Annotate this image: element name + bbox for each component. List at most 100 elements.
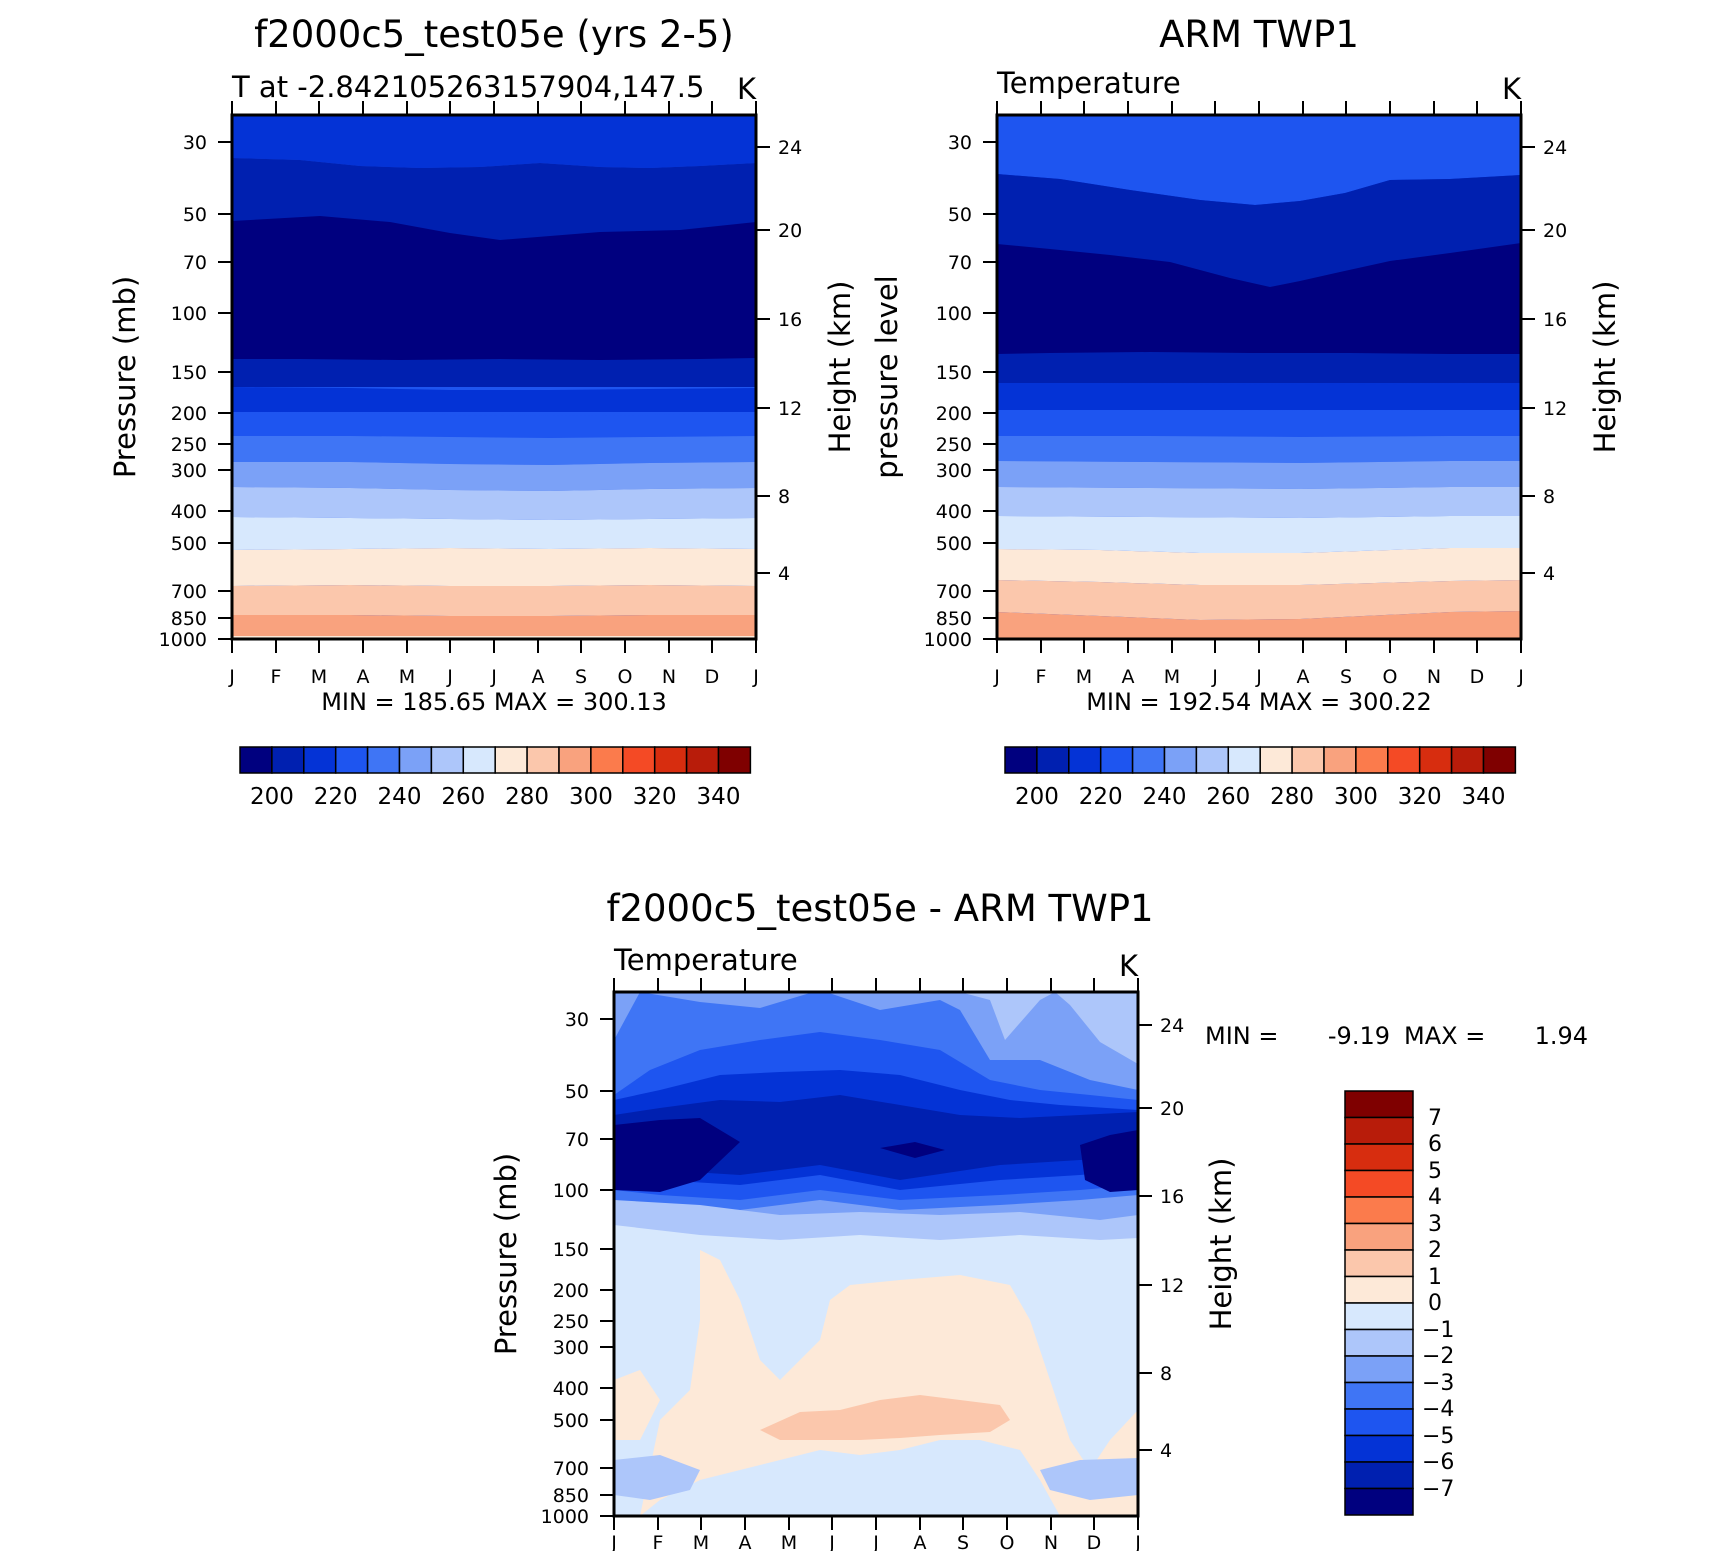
colorbar-label: 2 bbox=[1428, 1238, 1442, 1263]
contour-band--1-low-b bbox=[1040, 1458, 1138, 1500]
pressure-tick: 700 bbox=[936, 581, 997, 603]
x-axis-months: J F M A M J J A S O N D J bbox=[993, 101, 1524, 688]
svg-text:100: 100 bbox=[553, 1180, 589, 1202]
svg-text:16: 16 bbox=[1160, 1186, 1184, 1208]
svg-text:M: M bbox=[399, 666, 415, 688]
pressure-tick: 30 bbox=[565, 1009, 614, 1031]
svg-text:8: 8 bbox=[778, 486, 790, 508]
contour-band--2-top bbox=[614, 992, 1138, 1064]
colorbar-label: −4 bbox=[1422, 1397, 1454, 1422]
colorbar-label: 240 bbox=[378, 784, 422, 810]
month-tick: M bbox=[781, 978, 797, 1551]
svg-text:1000: 1000 bbox=[924, 629, 972, 651]
colorbar-swatch bbox=[1482, 746, 1517, 774]
colorbar-swatch bbox=[1344, 1408, 1414, 1437]
y-axis-height: 24 20 16 12 8 4 bbox=[1138, 1015, 1184, 1462]
y-axis-label: pressure level bbox=[870, 275, 904, 478]
pressure-tick: 50 bbox=[565, 1081, 614, 1103]
svg-text:8: 8 bbox=[1543, 486, 1555, 508]
colorbar: 200 220 240 260 280 300 320 340 bbox=[1004, 746, 1517, 810]
colorbar-swatch bbox=[1344, 1355, 1414, 1384]
colorbar-swatch bbox=[1163, 746, 1198, 774]
contour-band-260 bbox=[232, 517, 756, 550]
svg-text:8: 8 bbox=[1160, 1363, 1172, 1385]
height-tick: 8 bbox=[1138, 1363, 1172, 1385]
colorbar-swatch bbox=[1344, 1196, 1414, 1225]
svg-text:300: 300 bbox=[553, 1337, 589, 1359]
height-tick: 24 bbox=[756, 137, 802, 159]
colorbar-swatch bbox=[1068, 746, 1102, 774]
svg-text:J: J bbox=[1517, 666, 1524, 688]
svg-text:20: 20 bbox=[1543, 220, 1567, 242]
svg-text:700: 700 bbox=[171, 581, 207, 603]
contour-band-240 bbox=[232, 462, 756, 491]
month-tick: M bbox=[399, 101, 415, 688]
month-tick: A bbox=[532, 101, 545, 688]
colorbar-swatch bbox=[303, 746, 337, 774]
colorbar-label: −3 bbox=[1422, 1371, 1454, 1396]
height-tick: 24 bbox=[1138, 1015, 1184, 1037]
height-tick: 4 bbox=[756, 563, 790, 585]
svg-text:24: 24 bbox=[1160, 1015, 1184, 1037]
colorbar-swatch bbox=[1259, 746, 1293, 774]
colorbar-swatch bbox=[334, 746, 369, 774]
svg-text:500: 500 bbox=[171, 533, 207, 555]
contour-band-270 bbox=[232, 548, 756, 586]
pressure-tick: 100 bbox=[171, 303, 232, 325]
svg-text:24: 24 bbox=[1543, 137, 1567, 159]
contour-band-260 bbox=[997, 516, 1521, 553]
pressure-tick: 1000 bbox=[924, 629, 997, 651]
month-tick: J bbox=[228, 101, 235, 688]
svg-text:850: 850 bbox=[553, 1485, 589, 1507]
month-tick: A bbox=[739, 978, 752, 1551]
colorbar-label: 0 bbox=[1428, 1291, 1442, 1316]
height-tick: 4 bbox=[1138, 1440, 1172, 1462]
svg-text:J: J bbox=[1134, 1532, 1141, 1551]
month-tick: A bbox=[914, 978, 927, 1551]
min-max-label: MIN = 192.54 MAX = 300.22 bbox=[1086, 688, 1432, 716]
month-tick: J bbox=[993, 101, 1000, 688]
svg-text:850: 850 bbox=[936, 608, 972, 630]
y-axis-height: 24 20 16 12 8 4 bbox=[756, 137, 802, 585]
min-value: -9.19 bbox=[1328, 1022, 1390, 1050]
svg-text:F: F bbox=[271, 666, 282, 688]
contour-band-220 bbox=[232, 412, 756, 438]
svg-text:F: F bbox=[1036, 666, 1047, 688]
contour-field bbox=[997, 115, 1521, 639]
month-tick: F bbox=[1036, 101, 1047, 688]
svg-text:M: M bbox=[781, 1532, 797, 1551]
svg-text:30: 30 bbox=[948, 132, 972, 154]
pressure-tick: 250 bbox=[936, 434, 997, 456]
svg-text:12: 12 bbox=[778, 398, 802, 420]
panel-subtitle: T at -2.842105263157904,147.5 bbox=[231, 70, 704, 104]
contour-band-290 bbox=[232, 615, 756, 636]
pressure-tick: 150 bbox=[171, 362, 232, 384]
colorbar-label: 6 bbox=[1428, 1132, 1442, 1157]
y-axis-pressure: 30 50 70 100 150 200 250 300 400 500 700… bbox=[541, 1009, 614, 1528]
contour-band-250 bbox=[997, 487, 1521, 518]
svg-text:1000: 1000 bbox=[541, 1506, 589, 1528]
svg-text:12: 12 bbox=[1160, 1275, 1184, 1297]
colorbar-swatch bbox=[1036, 746, 1070, 774]
month-tick: S bbox=[957, 978, 969, 1551]
contour-band-230 bbox=[997, 436, 1521, 463]
y-axis-pressure: 30 50 70 100 150 200 250 300 400 500 700… bbox=[924, 132, 997, 651]
pressure-tick: 70 bbox=[948, 252, 997, 274]
contour-band-280 bbox=[232, 585, 756, 616]
svg-text:150: 150 bbox=[553, 1239, 589, 1261]
pressure-tick: 100 bbox=[553, 1180, 614, 1202]
svg-text:700: 700 bbox=[553, 1458, 589, 1480]
colorbar-swatch bbox=[1344, 1328, 1414, 1357]
month-tick: J bbox=[610, 978, 617, 1551]
month-tick: D bbox=[1470, 101, 1484, 688]
svg-text:N: N bbox=[1044, 1532, 1058, 1551]
colorbar-swatch bbox=[526, 746, 560, 774]
colorbar-label: 300 bbox=[1334, 784, 1378, 810]
colorbar-swatch bbox=[1450, 746, 1485, 774]
colorbar-swatch bbox=[239, 746, 273, 774]
colorbar-swatch bbox=[1344, 1249, 1414, 1278]
contour-band-250 bbox=[232, 487, 756, 520]
svg-text:250: 250 bbox=[171, 434, 207, 456]
svg-text:S: S bbox=[1340, 666, 1352, 688]
svg-text:100: 100 bbox=[171, 303, 207, 325]
